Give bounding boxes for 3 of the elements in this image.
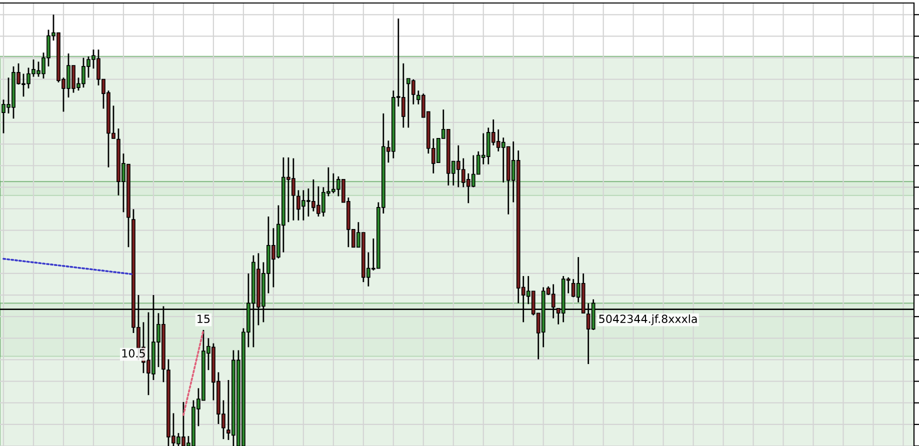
annotation: 5042344.jf.8xxxla xyxy=(599,314,697,326)
annotation: 10.5 xyxy=(122,349,145,358)
annotation: 15 xyxy=(198,314,210,324)
